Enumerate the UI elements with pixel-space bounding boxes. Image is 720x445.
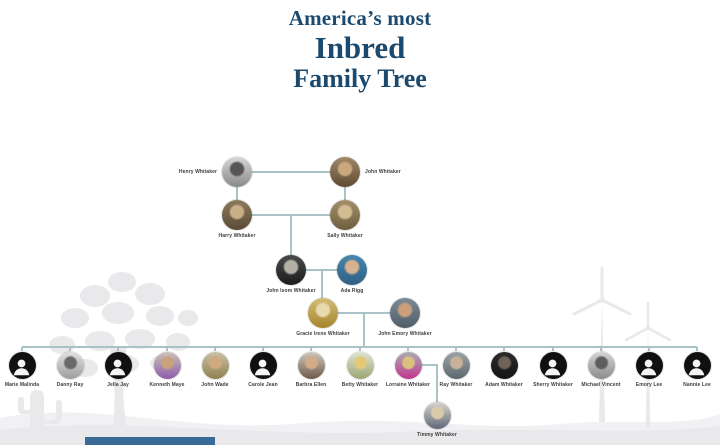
person-label: Jella Jay	[107, 381, 129, 388]
person-photo	[56, 351, 84, 379]
person-photo-placeholder	[8, 351, 36, 379]
person-photo	[297, 351, 325, 379]
bottom-blue-bar	[85, 437, 215, 445]
wind-turbine-small	[624, 301, 672, 428]
person-label: Kenneth Maye	[149, 381, 185, 388]
person-node-c12: Sherry Whitaker	[533, 351, 573, 388]
person-photo	[587, 351, 615, 379]
person-node-sally: Sally Whitaker	[327, 200, 363, 239]
person-node-henry: Henry Whitaker	[179, 157, 252, 187]
person-photo	[346, 351, 374, 379]
person-node-ada: Ada Rigg	[337, 255, 367, 294]
person-label: Sally Whitaker	[327, 233, 363, 239]
person-photo	[308, 298, 338, 328]
person-photo	[394, 351, 422, 379]
person-label: Nannie Lee	[683, 381, 711, 388]
person-silhouette-icon	[545, 359, 561, 376]
person-label: Ray Whitaker	[439, 381, 473, 388]
person-label: Gracie Irene Whitaker	[296, 331, 350, 337]
person-label: John Whitaker	[365, 169, 401, 175]
cactus-silhouette	[18, 390, 62, 434]
person-label: Adam Whitaker	[485, 381, 523, 388]
person-label: Carole Jean	[248, 381, 278, 388]
person-node-c11: Adam Whitaker	[485, 351, 523, 388]
person-label: Timmy Whitaker	[417, 431, 457, 438]
person-label: John Emory Whitaker	[378, 331, 432, 337]
person-label: Marie Malinda	[4, 381, 40, 388]
person-silhouette-icon	[641, 359, 657, 376]
person-label: John Wade	[201, 381, 229, 388]
person-node-harry: Harry Whitaker	[219, 200, 255, 239]
person-label: Michael Vincent	[581, 381, 621, 388]
person-node-c1: Marie Malinda	[5, 351, 39, 388]
person-silhouette-icon	[110, 359, 126, 376]
person-label: Danny Ray	[56, 381, 84, 388]
person-node-c4: Kenneth Maye	[149, 351, 184, 388]
person-node-john_emory: John Emory Whitaker	[378, 298, 432, 337]
person-node-gracie: Gracie Irene Whitaker	[296, 298, 350, 337]
person-photo	[423, 401, 451, 429]
person-label: Betty Whitaker	[341, 381, 379, 388]
person-node-c8: Betty Whitaker	[342, 351, 378, 388]
person-photo	[330, 157, 360, 187]
person-photo	[153, 351, 181, 379]
person-node-c6: Carole Jean	[248, 351, 278, 388]
page-title: America’s most Inbred Family Tree	[0, 6, 720, 94]
person-node-c9: Lorraine Whitaker	[386, 351, 430, 388]
person-photo	[490, 351, 518, 379]
person-label: Sherry Whitaker	[533, 381, 573, 388]
title-line-3: Family Tree	[293, 64, 427, 93]
person-node-john: John Whitaker	[330, 157, 401, 187]
person-photo-placeholder	[249, 351, 277, 379]
person-photo	[442, 351, 470, 379]
person-silhouette-icon	[14, 359, 30, 376]
person-label: John Isom Whitaker	[266, 288, 316, 294]
person-silhouette-icon	[689, 359, 705, 376]
person-node-c14: Emory Lee	[635, 351, 663, 388]
person-photo-placeholder	[683, 351, 711, 379]
title-line-2: Inbred	[314, 30, 406, 65]
person-node-c15: Nannie Lee	[683, 351, 711, 388]
title-line-1: America’s most	[288, 6, 432, 30]
person-photo	[276, 255, 306, 285]
person-photo	[330, 200, 360, 230]
person-node-c7: Barbra Ellen	[296, 351, 326, 388]
person-label: Lorraine Whitaker	[385, 381, 431, 388]
person-node-c5: John Wade	[201, 351, 229, 388]
person-photo	[222, 157, 252, 187]
person-photo-placeholder	[539, 351, 567, 379]
person-photo	[390, 298, 420, 328]
person-photo	[222, 200, 252, 230]
person-node-c13: Michael Vincent	[581, 351, 621, 388]
person-silhouette-icon	[255, 359, 271, 376]
person-photo-placeholder	[104, 351, 132, 379]
person-node-c2: Danny Ray	[56, 351, 84, 388]
person-node-c10: Ray Whitaker	[440, 351, 472, 388]
person-label: Barbra Ellen	[295, 381, 327, 388]
person-node-john_isom: John Isom Whitaker	[266, 255, 316, 294]
person-label: Emory Lee	[635, 381, 663, 388]
person-photo	[201, 351, 229, 379]
person-label: Ada Rigg	[340, 288, 364, 294]
person-node-timmy: Timmy Whitaker	[417, 401, 457, 438]
person-label: Henry Whitaker	[178, 169, 217, 175]
person-photo	[337, 255, 367, 285]
person-label: Harry Whitaker	[218, 233, 256, 239]
person-node-c3: Jella Jay	[104, 351, 132, 388]
person-photo-placeholder	[635, 351, 663, 379]
